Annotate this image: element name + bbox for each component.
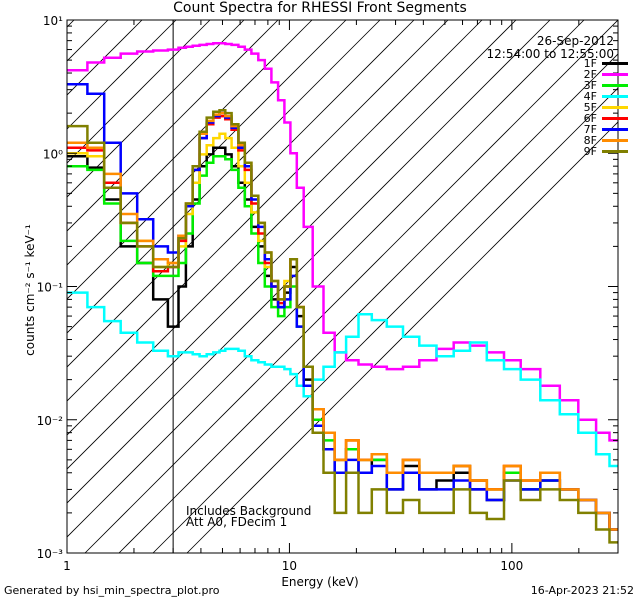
hatch-line — [186, 121, 618, 553]
legend-label: 2F — [583, 68, 597, 81]
legend-swatch — [602, 84, 628, 87]
hatched-region — [67, 20, 618, 553]
legend-label: 7F — [583, 123, 597, 136]
hatch-line — [67, 20, 245, 198]
legend-label: 9F — [583, 145, 597, 158]
legend-entry: 5F — [548, 101, 628, 114]
hatch-line — [152, 87, 618, 553]
hatch-line — [67, 20, 313, 266]
legend-entry: 9F — [548, 145, 628, 158]
annotation-background: Includes Background — [186, 504, 312, 518]
series-line-6F — [67, 114, 618, 531]
y-axis-label: counts cm⁻² s⁻¹ keV⁻¹ — [23, 224, 37, 356]
legend-label: 3F — [583, 79, 597, 92]
legend-swatch — [602, 150, 628, 153]
hatch-line — [67, 20, 211, 164]
x-tick-label: 100 — [500, 559, 523, 573]
legend-swatch — [602, 62, 628, 65]
series-line-9F — [67, 109, 618, 544]
hatch-line — [67, 20, 517, 470]
legend: 1F 2F 3F 4F 5F 6F 7F 8F 9F — [548, 57, 628, 158]
x-tick-label: 1 — [63, 559, 71, 573]
legend-swatch — [602, 117, 628, 120]
y-tick-label: 10¹ — [43, 14, 63, 28]
legend-entry: 2F — [548, 68, 628, 81]
y-tick-label: 10⁻² — [37, 414, 64, 428]
legend-label: 6F — [583, 112, 597, 125]
legend-swatch — [602, 128, 628, 131]
legend-label: 5F — [583, 101, 597, 114]
series-line-4F — [67, 291, 618, 468]
generated-timestamp: 16-Apr-2023 21:52 — [530, 584, 634, 597]
y-tick-label: 10⁰ — [43, 147, 63, 161]
hatch-line — [67, 20, 415, 368]
legend-swatch — [602, 95, 628, 98]
legend-label: 1F — [583, 57, 597, 70]
observation-time-range: 12:54:00 to 12:55:00 — [486, 47, 614, 61]
legend-entry: 4F — [548, 90, 628, 103]
legend-entry: 3F — [548, 79, 628, 92]
legend-swatch — [602, 106, 628, 109]
hatch-line — [67, 20, 347, 300]
hatch-line — [67, 20, 483, 436]
observation-date: 26-Sep-2012 — [536, 34, 614, 48]
legend-label: 8F — [583, 134, 597, 147]
legend-swatch — [602, 139, 628, 142]
legend-entry: 6F — [548, 112, 628, 125]
y-tick-label: 10⁻¹ — [37, 281, 64, 295]
legend-entry: 1F — [548, 57, 628, 70]
x-axis-label: Energy (keV) — [281, 575, 359, 589]
legend-label: 4F — [583, 90, 597, 103]
hatch-line — [118, 53, 618, 553]
hatch-line — [67, 20, 279, 232]
hatch-line — [67, 20, 177, 130]
axis-ticks: 1 10 100 10⁻³ 10⁻² 10⁻¹ 10⁰ 10¹ — [37, 14, 619, 573]
x-tick-label: 10 — [282, 559, 297, 573]
chart-title: Count Spectra for RHESSI Front Segments — [173, 0, 467, 16]
legend-swatch — [602, 73, 628, 76]
generated-by-text: Generated by hsi_min_spectra_plot.pro — [4, 584, 220, 597]
series-lines — [67, 41, 618, 544]
legend-entry: 8F — [548, 134, 628, 147]
legend-entry: 7F — [548, 123, 628, 136]
series-line-8F — [67, 111, 618, 531]
y-tick-label: 10⁻³ — [37, 547, 64, 561]
hatch-line — [67, 20, 381, 334]
hatch-line — [84, 20, 618, 553]
annotation-attenuator: Att A0, FDecim 1 — [186, 515, 288, 529]
series-line-7F — [67, 82, 618, 531]
